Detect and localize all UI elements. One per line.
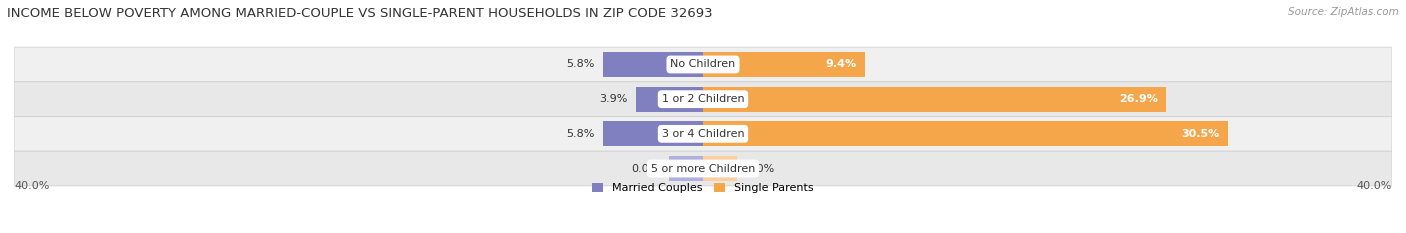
Bar	[603, 52, 703, 77]
Text: 5 or more Children: 5 or more Children	[651, 164, 755, 174]
Text: 0.0%: 0.0%	[631, 164, 659, 174]
Text: 5.8%: 5.8%	[567, 129, 595, 139]
Text: 40.0%: 40.0%	[1357, 181, 1392, 191]
Text: 3.9%: 3.9%	[599, 94, 627, 104]
Text: 26.9%: 26.9%	[1119, 94, 1157, 104]
Bar	[703, 156, 738, 181]
Text: 30.5%: 30.5%	[1181, 129, 1219, 139]
Bar	[703, 121, 1229, 146]
Text: 1 or 2 Children: 1 or 2 Children	[662, 94, 744, 104]
FancyBboxPatch shape	[14, 116, 1392, 151]
FancyBboxPatch shape	[14, 151, 1392, 186]
FancyBboxPatch shape	[14, 82, 1392, 116]
Bar	[703, 87, 1167, 112]
Text: No Children: No Children	[671, 59, 735, 69]
Text: 9.4%: 9.4%	[825, 59, 856, 69]
Bar	[636, 87, 703, 112]
Bar	[703, 52, 865, 77]
Bar	[669, 156, 703, 181]
Legend: Married Couples, Single Parents: Married Couples, Single Parents	[592, 182, 814, 193]
Text: 3 or 4 Children: 3 or 4 Children	[662, 129, 744, 139]
Text: 0.0%: 0.0%	[747, 164, 775, 174]
Text: 5.8%: 5.8%	[567, 59, 595, 69]
FancyBboxPatch shape	[14, 47, 1392, 82]
Text: Source: ZipAtlas.com: Source: ZipAtlas.com	[1288, 7, 1399, 17]
Text: INCOME BELOW POVERTY AMONG MARRIED-COUPLE VS SINGLE-PARENT HOUSEHOLDS IN ZIP COD: INCOME BELOW POVERTY AMONG MARRIED-COUPL…	[7, 7, 713, 20]
Bar	[603, 121, 703, 146]
Text: 40.0%: 40.0%	[14, 181, 49, 191]
